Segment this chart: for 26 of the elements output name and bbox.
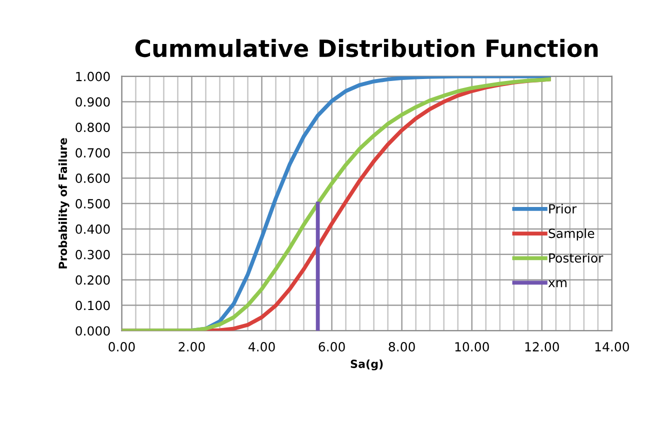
y-tick-label: 0.200	[76, 275, 110, 285]
y-axis-title: Probability of Failure	[58, 138, 70, 268]
legend-label: xm	[548, 280, 566, 288]
x-tick-label: 4.00	[248, 342, 275, 352]
y-tick-label: 0.600	[76, 174, 110, 184]
x-tick-label: 0.00	[108, 342, 135, 352]
x-tick-label: 10.00	[455, 342, 489, 352]
legend-label: Sample	[548, 228, 594, 241]
y-tick-label: 0.800	[76, 122, 110, 132]
x-tick-label: 6.00	[318, 342, 345, 352]
x-tick-label: 12.00	[525, 342, 559, 352]
y-tick-label: 0.700	[76, 148, 110, 158]
chart-title: Cummulative Distribution Function	[135, 38, 598, 58]
y-tick-label: 0.400	[76, 224, 110, 234]
y-tick-label: 0.000	[76, 326, 110, 336]
legend-label: Prior	[549, 204, 577, 214]
y-tick-label: 1.000	[76, 72, 110, 82]
y-tick-label: 0.300	[76, 250, 110, 260]
x-tick-label: 8.00	[388, 342, 415, 352]
x-axis-title: Sa(g)	[350, 359, 383, 370]
y-tick-label: 0.900	[76, 97, 110, 107]
y-tick-label: 0.100	[76, 300, 110, 310]
y-tick-label: 0.500	[76, 198, 110, 208]
legend-label: Posterior	[549, 253, 604, 263]
x-tick-label: 2.00	[178, 342, 205, 352]
x-tick-label: 14.00	[595, 342, 630, 352]
